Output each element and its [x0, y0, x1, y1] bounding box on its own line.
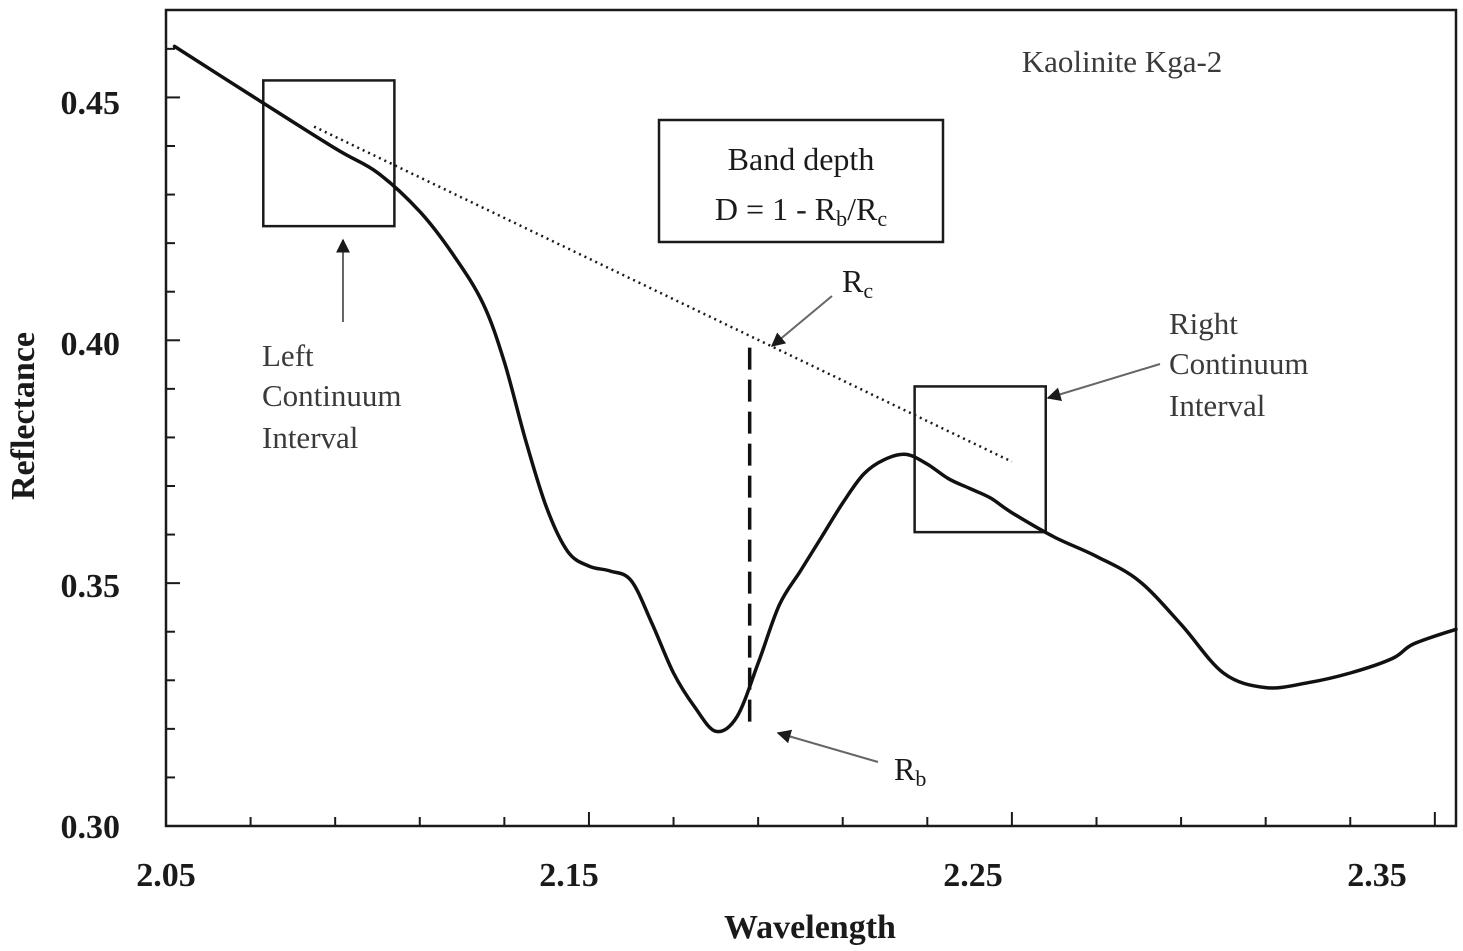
rb-label: Rb [894, 751, 926, 791]
right-continuum-interval-box [913, 385, 1047, 534]
left-interval-label-line2: Continuum [262, 378, 402, 413]
x-tick-label-2.35: 2.35 [1347, 857, 1407, 894]
y-tick-label-0.45: 0.45 [61, 85, 121, 122]
band-depth-heading: Band depth [728, 141, 875, 177]
left-interval-label-line1: Left [262, 338, 314, 373]
y-axis-title: Reflectance [5, 332, 42, 500]
chart-title: Kaolinite Kga-2 [1022, 44, 1223, 79]
rb-arrow [776, 729, 879, 763]
y-tick-label-0.40: 0.40 [61, 326, 121, 363]
x-axis-tick-labels: 2.05 2.15 2.25 2.35 [136, 857, 1407, 894]
x-tick-label-2.05: 2.05 [136, 857, 196, 894]
x-axis-ticks [165, 812, 1436, 826]
right-interval-label-line2: Continuum [1169, 346, 1309, 381]
rc-label: Rc [842, 263, 873, 303]
y-axis-tick-labels: 0.30 0.35 0.40 0.45 [61, 85, 121, 846]
band-depth-formula-box [657, 118, 945, 244]
right-interval-label-line1: Right [1169, 306, 1238, 341]
right-interval-label-line3: Interval [1169, 388, 1265, 423]
rc-arrow [770, 295, 833, 347]
y-tick-label-0.35: 0.35 [61, 568, 121, 605]
x-tick-label-2.15: 2.15 [539, 857, 599, 894]
reflectance-spectrum-line [172, 44, 1458, 734]
x-tick-label-2.25: 2.25 [943, 857, 1003, 894]
band-depth-formula: D = 1 - Rb/Rc [715, 191, 887, 231]
left-interval-label-line3: Interval [262, 420, 358, 455]
plot-frame [164, 8, 1458, 828]
y-tick-label-0.30: 0.30 [61, 809, 121, 846]
right-interval-arrow [1046, 363, 1161, 402]
y-axis-ticks [166, 47, 180, 827]
left-continuum-interval-box [262, 79, 396, 228]
x-axis-title: Wavelength [724, 909, 896, 946]
